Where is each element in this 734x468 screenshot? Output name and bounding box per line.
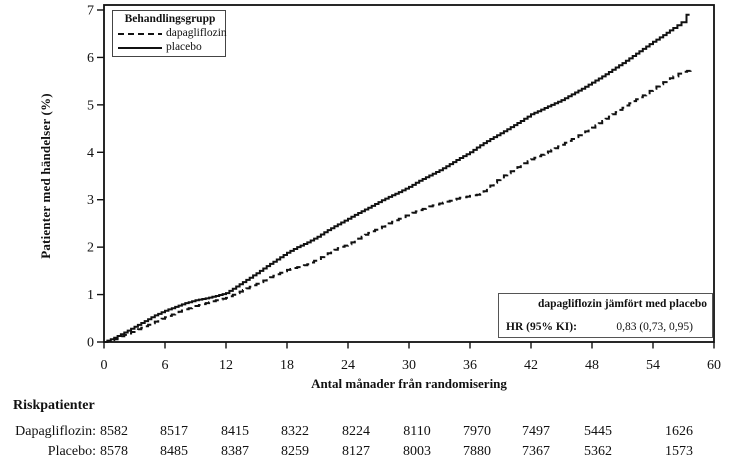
x-tick-label: 30 xyxy=(402,358,416,373)
y-axis-title: Patienter med händelser (%) xyxy=(38,93,53,259)
x-tick-label: 0 xyxy=(101,358,108,373)
risk-count: 8322 xyxy=(281,424,309,439)
y-tick-label: 0 xyxy=(87,336,94,351)
x-tick-label: 48 xyxy=(585,358,599,373)
x-tick-label: 12 xyxy=(219,358,233,373)
legend-entry-placebo: placebo xyxy=(118,41,222,53)
hazard-ratio-value: 0,83 (0,73, 0,95) xyxy=(616,321,693,333)
legend-label-placebo: placebo xyxy=(166,41,202,53)
risk-row-dapagliflozin: Dapagliflozin: 8582 8517 8415 8322 8224 8110 7… xyxy=(0,424,734,441)
risk-count: 8415 xyxy=(221,424,249,439)
risk-count: 1573 xyxy=(665,444,693,459)
hazard-ratio-header: dapagliflozin jämfört med placebo xyxy=(538,298,707,310)
risk-count: 8003 xyxy=(403,444,431,459)
legend-title: Behandlingsgrupp xyxy=(124,13,216,25)
risk-count: 7880 xyxy=(463,444,491,459)
y-tick-label: 5 xyxy=(87,98,94,113)
legend-label-dapagliflozin: dapagliflozin xyxy=(166,27,227,39)
risk-count: 8578 xyxy=(100,444,128,459)
y-tick-label: 6 xyxy=(87,51,94,66)
risk-count: 8110 xyxy=(403,424,431,439)
solid-line-sample xyxy=(118,46,162,49)
dashed-line-sample xyxy=(118,32,162,35)
risk-count: 1626 xyxy=(665,424,693,439)
risk-count: 8387 xyxy=(221,444,249,459)
risk-count: 8485 xyxy=(160,444,188,459)
y-tick-label: 1 xyxy=(87,288,94,303)
y-tick-label: 4 xyxy=(87,146,94,161)
hazard-ratio-row: HR (95% KI): 0,83 (0,73, 0,95) xyxy=(506,321,707,333)
risk-count: 5362 xyxy=(584,444,612,459)
risk-count: 7970 xyxy=(463,424,491,439)
risk-count: 8259 xyxy=(281,444,309,459)
series-placebo xyxy=(104,13,690,343)
risk-count: 5445 xyxy=(584,424,612,439)
risk-count: 7497 xyxy=(522,424,550,439)
risk-row-label: Dapagliflozin: xyxy=(15,424,96,439)
risk-row-label: Placebo: xyxy=(47,444,96,459)
x-axis-title: Antal månader från randomisering xyxy=(311,376,507,391)
y-tick-label: 7 xyxy=(87,4,94,19)
x-tick-label: 18 xyxy=(280,358,294,373)
risk-table-title: Riskpatienter xyxy=(13,398,95,413)
hazard-ratio-box: dapagliflozin jämfört med placebo HR (95… xyxy=(498,293,713,338)
legend-entry-dapagliflozin: dapagliflozin xyxy=(118,27,227,39)
x-tick-label: 54 xyxy=(646,358,660,373)
legend: Behandlingsgrupp dapagliflozin placebo xyxy=(112,10,227,57)
hazard-ratio-label: HR (95% KI): xyxy=(506,321,577,333)
risk-row-placebo: Placebo: 8578 8485 8387 8259 8127 8003 7880 736… xyxy=(0,444,734,461)
y-tick-label: 2 xyxy=(87,241,94,256)
x-tick-label: 24 xyxy=(341,358,355,373)
risk-count: 8517 xyxy=(160,424,188,439)
x-tick-label: 60 xyxy=(707,358,721,373)
risk-count: 8127 xyxy=(342,444,370,459)
risk-count: 7367 xyxy=(522,444,550,459)
x-tick-label: 42 xyxy=(524,358,538,373)
risk-count: 8582 xyxy=(100,424,128,439)
risk-count: 8224 xyxy=(342,424,370,439)
x-tick-label: 6 xyxy=(162,358,169,373)
x-tick-label: 36 xyxy=(463,358,477,373)
y-tick-label: 3 xyxy=(87,193,94,208)
